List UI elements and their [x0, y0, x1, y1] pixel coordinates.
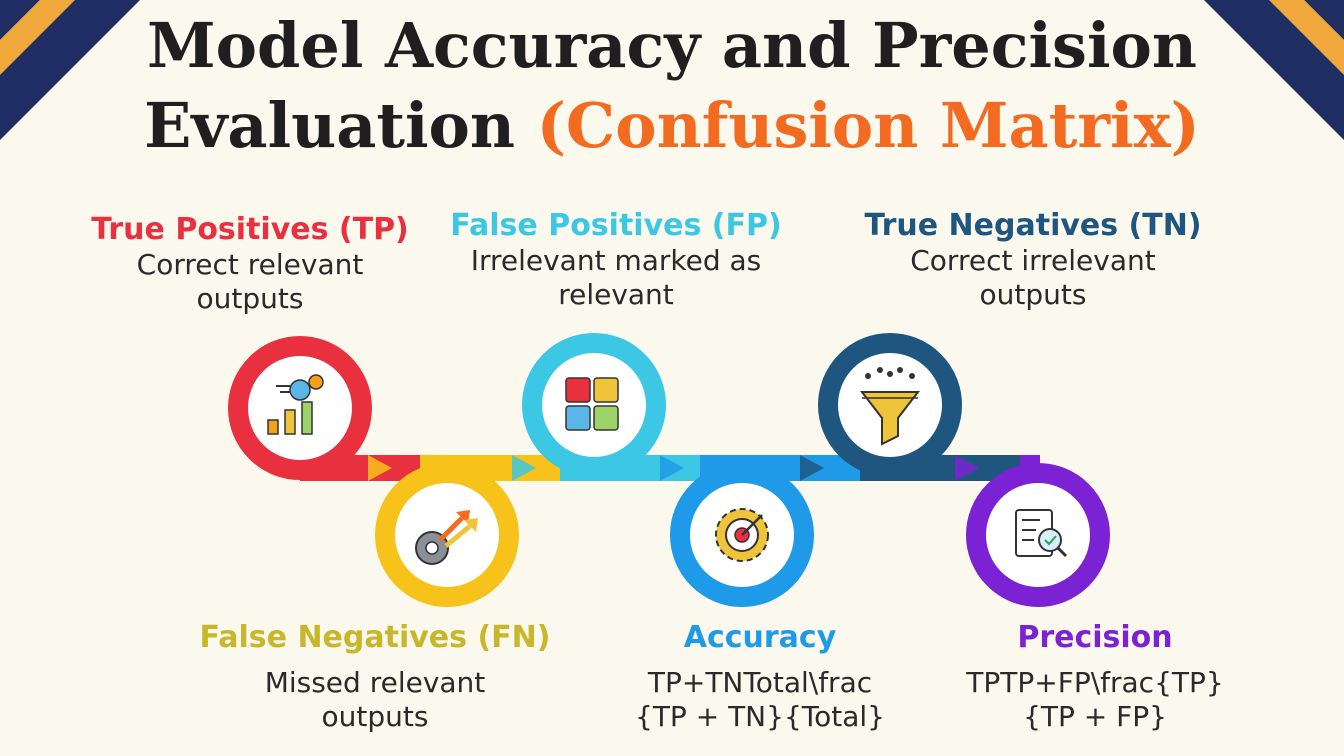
step-tn-heading: True Negatives (TN) — [864, 208, 1202, 243]
step-fn-desc-line2: outputs — [321, 700, 429, 733]
step-tn-desc-line2: outputs — [979, 278, 1087, 311]
title-line-2-prefix: Evaluation — [144, 89, 515, 162]
step-tp-heading: True Positives (TP) — [91, 212, 409, 247]
step-precision: Precision TPTP+FP\frac{TP} {TP + FP} — [930, 620, 1260, 734]
step-tn-desc-line1: Correct irrelevant — [910, 244, 1156, 277]
step-precision-formula-line2: {TP + FP} — [1023, 700, 1167, 733]
step-tn: True Negatives (TN) Correct irrelevant o… — [850, 208, 1216, 312]
step-tp: True Positives (TP) Correct relevant out… — [72, 212, 428, 316]
step-accuracy-formula-line1: TP+TNTotal\frac — [647, 666, 873, 699]
filter-funnel-icon — [859, 367, 921, 446]
step-fn-desc-line1: Missed relevant — [264, 666, 486, 699]
step-tp-desc-line2: outputs — [196, 282, 304, 315]
step-fp: False Positives (FP) Irrelevant marked a… — [436, 208, 796, 312]
step-fp-desc-line1: Irrelevant marked as — [470, 244, 762, 277]
puzzle-pieces-icon — [565, 377, 619, 431]
corner-decoration-right — [1204, 0, 1344, 140]
step-fp-desc-line2: relevant — [558, 278, 674, 311]
step-fn: False Negatives (FN) Missed relevant out… — [190, 620, 560, 734]
ring-fp — [522, 333, 666, 477]
step-fn-heading: False Negatives (FN) — [199, 620, 551, 655]
step-fp-heading: False Positives (FP) — [450, 208, 782, 243]
target-gear-icon — [715, 508, 769, 562]
step-precision-heading: Precision — [1017, 620, 1173, 655]
document-search-icon — [1015, 509, 1068, 558]
step-accuracy-formula-line2: {TP + TN}{Total} — [635, 700, 885, 733]
step-accuracy: Accuracy TP+TNTotal\frac {TP + TN}{Total… — [590, 620, 930, 734]
ring-tp — [228, 336, 372, 480]
step-tp-desc-line1: Correct relevant — [136, 248, 364, 281]
analytics-gear-chart-icon — [267, 374, 324, 435]
title-line-2-accent: (Confusion Matrix) — [536, 89, 1200, 162]
title-line-1: Model Accuracy and Precision — [147, 9, 1197, 82]
page-title: Model Accuracy and Precision Evaluation … — [0, 6, 1344, 166]
step-accuracy-heading: Accuracy — [683, 620, 837, 655]
gear-growth-arrows-icon — [415, 510, 478, 565]
step-precision-formula-line1: TPTP+FP\frac{TP} — [966, 666, 1224, 699]
corner-decoration-left — [0, 0, 140, 140]
